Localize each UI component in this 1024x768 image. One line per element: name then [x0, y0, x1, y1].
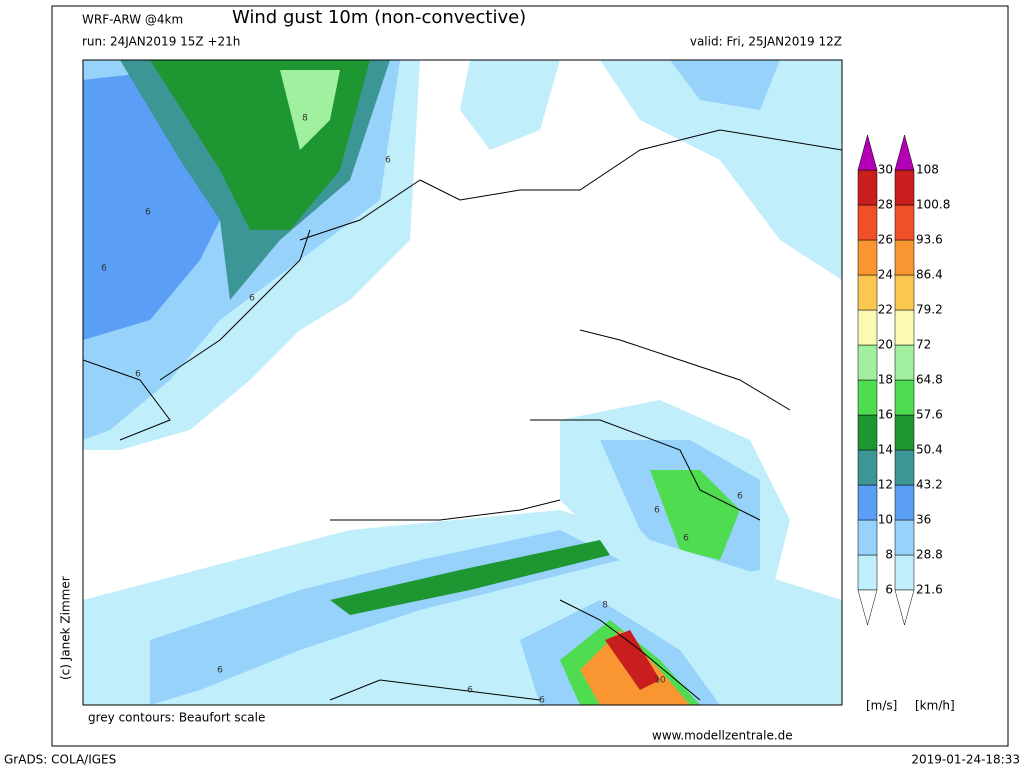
contours-note: grey contours: Beaufort scale: [88, 711, 265, 725]
ms-label: 28: [878, 198, 893, 212]
colorbar: 6 8 10 12 14 16 18 20 22 24 26 28 30 21.6 28.8 36 43.2 50…: [857, 134, 950, 626]
ms-label: 8: [885, 548, 893, 562]
kmh-label: 93.6: [916, 233, 943, 247]
outer-frame: [51, 5, 1009, 747]
colorbar-over: [857, 134, 878, 171]
colorbar-band: [894, 449, 915, 486]
map-fields: [83, 60, 842, 705]
map-title: Wind gust 10m (non-convective): [232, 7, 526, 28]
colorbar-band: [857, 204, 878, 241]
grads-label: GrADS: COLA/IGES: [4, 753, 116, 767]
colorbar-under: [894, 589, 915, 626]
kmh-label: 72: [916, 338, 931, 352]
colorbar-band: [894, 169, 915, 206]
kmh-label: 108: [916, 163, 939, 177]
colorbar-band: [857, 239, 878, 276]
kmh-label: 57.6: [916, 408, 943, 422]
contour-label: 6: [683, 534, 689, 544]
copyright: (c) Janek Zimmer: [59, 576, 73, 680]
ms-label: 24: [878, 268, 893, 282]
colorbar-band: [857, 484, 878, 521]
ms-label: 22: [878, 303, 893, 317]
contour-label: 6: [467, 686, 473, 696]
run-label: run: 24JAN2019 15Z +21h: [82, 35, 240, 49]
colorbar-band: [857, 274, 878, 311]
contour-label: 6: [737, 492, 743, 502]
kmh-label: 28.8: [916, 548, 943, 562]
colorbar-band: [894, 204, 915, 241]
colorbar-band: [857, 414, 878, 451]
ms-unit: [m/s]: [866, 699, 897, 713]
ms-label: 12: [878, 478, 893, 492]
colorbar-band: [857, 519, 878, 556]
ms-label: 26: [878, 233, 893, 247]
colorbar-band: [894, 519, 915, 556]
kmh-label: 64.8: [916, 373, 943, 387]
ms-label: 6: [885, 583, 893, 597]
contour-label: 6: [385, 156, 391, 166]
contour-label: 6: [145, 208, 151, 218]
ms-label: 18: [878, 373, 893, 387]
colorbar-band: [857, 309, 878, 346]
kmh-label: 86.4: [916, 268, 943, 282]
colorbar-band: [894, 379, 915, 416]
website: www.modellzentrale.de: [652, 729, 793, 743]
colorbar-band: [894, 554, 915, 591]
contour-label: 10: [654, 676, 666, 686]
ms-label: 30: [878, 163, 893, 177]
kmh-label: 21.6: [916, 583, 943, 597]
kmh-label: 43.2: [916, 478, 943, 492]
contour-label: 6: [101, 264, 107, 274]
colorbar-under: [857, 589, 878, 626]
colorbar-band: [894, 484, 915, 521]
timestamp: 2019-01-24-18:33: [911, 753, 1020, 767]
kmh-label: 100.8: [916, 198, 950, 212]
kmh-unit: [km/h]: [915, 699, 955, 713]
colorbar-band: [894, 414, 915, 451]
model-label: WRF-ARW @4km: [82, 13, 183, 27]
ms-label: 10: [878, 513, 893, 527]
ms-label: 20: [878, 338, 893, 352]
contour-labels: 6 6 6 6 6 6 6 6 6 6 6 8 8 10: [101, 114, 743, 706]
ms-label: 16: [878, 408, 893, 422]
contour-label: 8: [302, 114, 308, 124]
ms-label: 14: [878, 443, 893, 457]
kmh-label: 79.2: [916, 303, 943, 317]
colorbar-band: [857, 449, 878, 486]
contour-label: 6: [249, 294, 255, 304]
map: 6 6 6 6 6 6 6 6 6 6 6 8 8 10: [82, 59, 843, 706]
map-frame: [82, 59, 843, 706]
colorbar-band: [894, 309, 915, 346]
colorbar-band: [857, 169, 878, 206]
valid-label: valid: Fri, 25JAN2019 12Z: [690, 35, 842, 49]
colorbar-band: [857, 344, 878, 381]
colorbar-band: [894, 239, 915, 276]
contour-label: 6: [539, 696, 545, 706]
colorbar-band: [894, 274, 915, 311]
kmh-label: 50.4: [916, 443, 943, 457]
contour-label: 6: [654, 506, 660, 516]
contour-label: 6: [135, 370, 141, 380]
colorbar-band: [857, 379, 878, 416]
colorbar-band: [894, 344, 915, 381]
contour-label: 6: [217, 666, 223, 676]
colorbar-band: [857, 554, 878, 591]
colorbar-over: [894, 134, 915, 171]
contour-label: 8: [602, 601, 608, 611]
kmh-label: 36: [916, 513, 931, 527]
